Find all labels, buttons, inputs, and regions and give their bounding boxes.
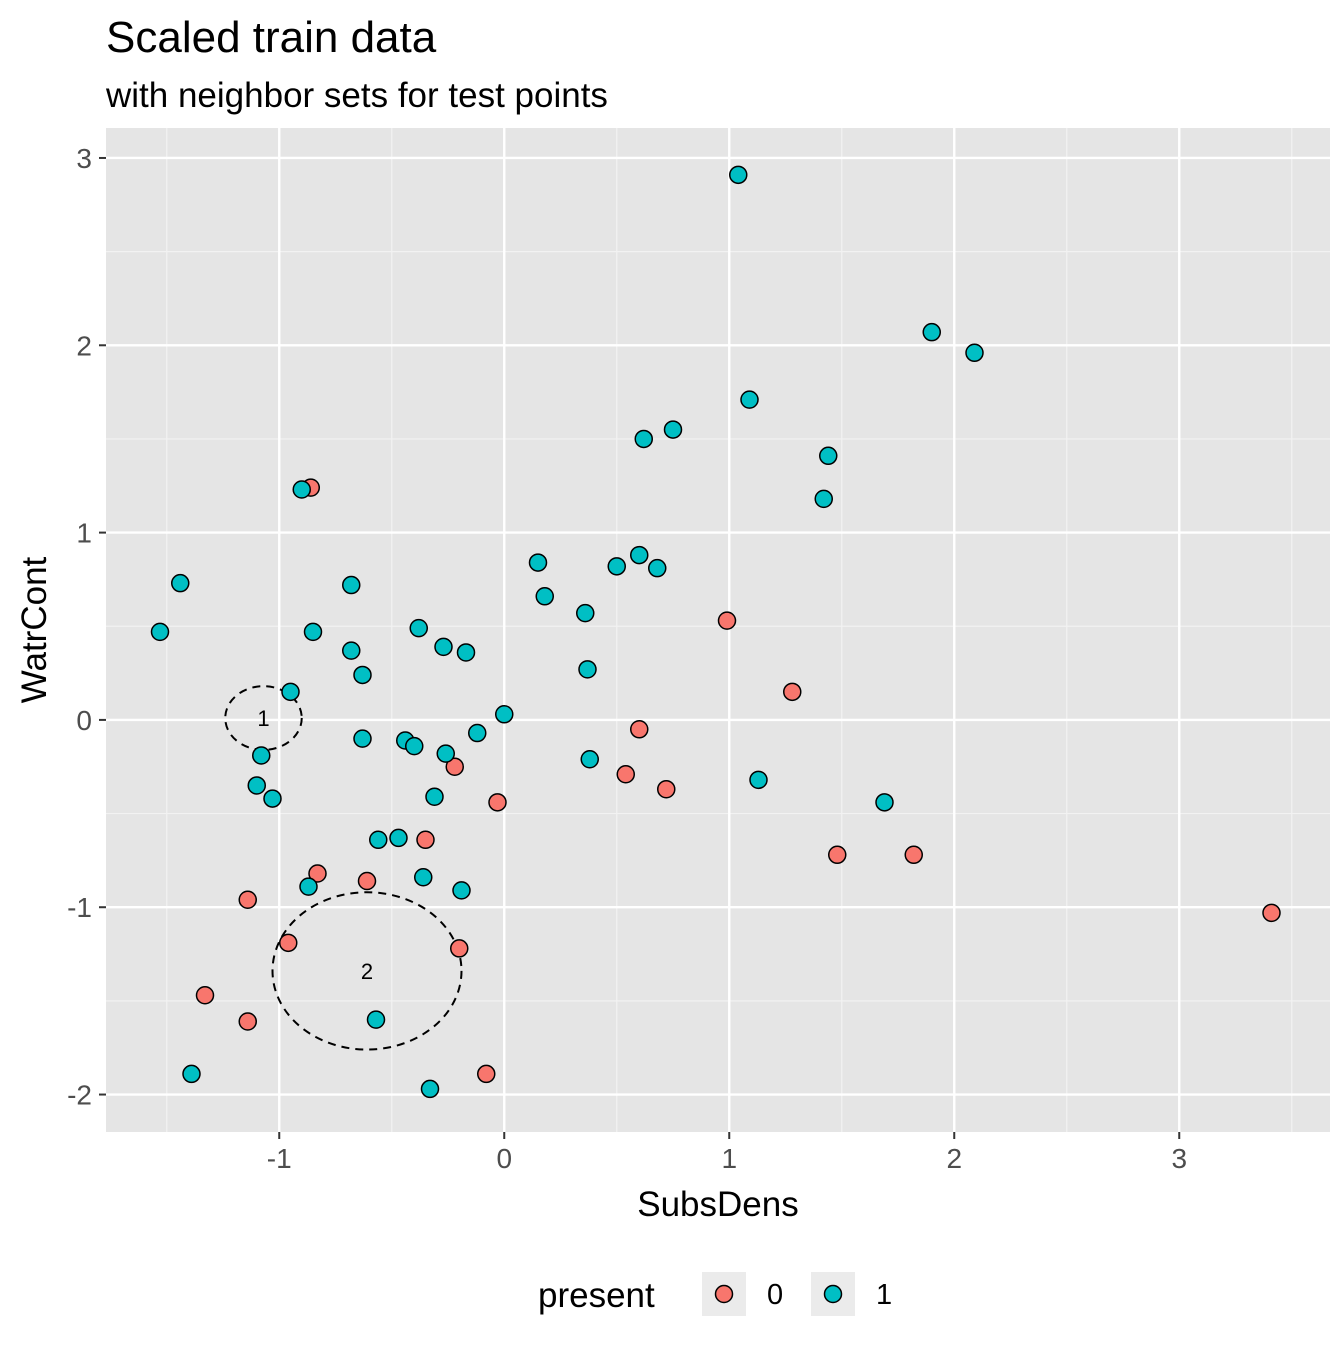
point-class-0 [630, 720, 649, 739]
point-class-1 [965, 343, 984, 363]
chart-subtitle: with neighbor sets for test points [105, 76, 608, 115]
point-class-1 [405, 736, 424, 756]
point-class-0 [279, 933, 298, 953]
point-class-1 [353, 665, 372, 685]
point-class-1 [292, 480, 311, 499]
point-class-1 [389, 828, 408, 848]
point-class-1 [342, 641, 361, 660]
point-class-1 [414, 868, 433, 887]
point-class-1 [578, 660, 597, 679]
y-tick-label: 3 [76, 143, 92, 174]
legend: present 0 1 [538, 1272, 892, 1316]
point-class-0 [1262, 903, 1281, 923]
point-class-1 [353, 729, 372, 748]
legend-marker-1 [823, 1284, 843, 1304]
point-class-1 [607, 557, 626, 576]
point-class-1 [535, 587, 554, 606]
point-class-0 [238, 1012, 257, 1031]
y-tick-label: 0 [76, 705, 92, 736]
point-class-1 [303, 622, 323, 642]
point-class-0 [357, 871, 377, 891]
x-axis-label: SubsDens [637, 1185, 798, 1224]
point-class-0 [657, 779, 676, 799]
point-class-1 [252, 746, 271, 765]
point-class-1 [576, 603, 595, 623]
legend-title: present [538, 1276, 655, 1315]
y-tick-label: 1 [76, 518, 92, 549]
x-tick-label: 3 [1171, 1143, 1187, 1174]
y-axis-label: WatrCont [15, 556, 54, 703]
y-tick-label: -1 [67, 892, 92, 923]
grid [106, 128, 1330, 1132]
point-class-0 [238, 890, 257, 909]
x-tick-label: 0 [496, 1143, 512, 1174]
point-class-1 [171, 573, 190, 593]
point-class-1 [663, 420, 683, 439]
point-class-0 [616, 764, 635, 784]
point-class-1 [740, 390, 759, 409]
point-class-1 [580, 749, 599, 769]
point-class-1 [247, 776, 266, 795]
points [150, 165, 1281, 1099]
point-class-1 [299, 877, 318, 896]
point-class-1 [922, 322, 941, 342]
point-class-1 [150, 622, 170, 642]
point-class-1 [875, 793, 894, 812]
point-class-1 [495, 705, 514, 724]
y-tick-label: -2 [67, 1080, 92, 1111]
point-class-1 [749, 770, 768, 790]
point-class-0 [195, 986, 215, 1005]
chart-title: Scaled train data [106, 13, 437, 62]
point-class-0 [904, 845, 923, 865]
point-class-1 [182, 1064, 201, 1084]
point-class-1 [366, 1010, 386, 1029]
point-class-1 [434, 637, 453, 657]
point-class-1 [263, 789, 282, 808]
neighbor-circle-1 [224, 685, 303, 751]
point-class-1 [425, 787, 444, 806]
point-class-1 [456, 643, 476, 662]
plot-panel [106, 128, 1330, 1132]
x-tick-label: -1 [267, 1143, 292, 1174]
neighbor-label-2: 2 [361, 959, 373, 984]
point-class-1 [729, 165, 748, 185]
point-class-1 [420, 1079, 440, 1099]
legend-label-1: 1 [876, 1279, 892, 1311]
point-class-1 [634, 429, 653, 449]
point-class-1 [281, 682, 300, 702]
neighbor-label-1: 1 [257, 706, 269, 731]
legend-marker-0 [714, 1284, 734, 1304]
point-class-0 [717, 611, 737, 630]
point-class-1 [409, 618, 428, 638]
point-class-1 [814, 489, 833, 509]
point-class-0 [828, 845, 847, 865]
point-class-1 [819, 446, 838, 466]
y-tick-label: 2 [76, 330, 92, 361]
legend-label-0: 0 [767, 1279, 783, 1311]
point-class-0 [450, 939, 469, 958]
point-class-1 [468, 723, 487, 743]
point-class-1 [648, 558, 667, 578]
point-class-0 [783, 682, 802, 702]
point-class-1 [528, 553, 548, 572]
point-class-0 [308, 864, 327, 883]
point-class-1 [452, 881, 471, 900]
point-class-1 [342, 575, 361, 595]
point-class-0 [488, 793, 507, 812]
neighbor-circles: 12 [224, 685, 463, 1051]
point-class-1 [436, 744, 455, 763]
point-class-0 [445, 757, 464, 776]
neighbor-circle-2 [271, 891, 463, 1051]
point-class-0 [477, 1064, 496, 1084]
x-tick-label: 1 [721, 1143, 737, 1174]
point-class-1 [369, 830, 388, 850]
point-class-1 [630, 545, 649, 565]
x-tick-label: 2 [946, 1143, 962, 1174]
point-class-0 [416, 830, 435, 850]
